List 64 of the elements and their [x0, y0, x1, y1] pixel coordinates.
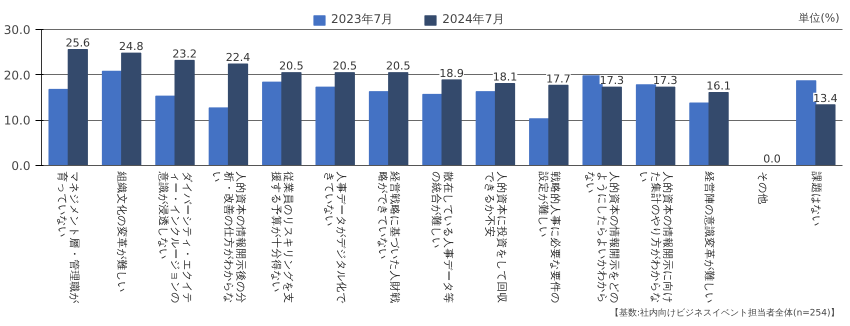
data-label: 18.1: [492, 70, 518, 84]
x-tick-label: 経営戦略に基づいた人財戦略ができていない: [376, 170, 402, 304]
bar: [529, 118, 550, 166]
y-tick-label: 0.0: [11, 159, 31, 173]
x-tick-label: 人的資本の情報開示後の分析・改善の仕方がわからない: [210, 170, 248, 304]
bar: [281, 72, 302, 166]
data-label: 20.5: [332, 60, 358, 73]
bar: [689, 102, 710, 166]
bar: [208, 107, 229, 166]
data-label: 17.3: [652, 74, 678, 88]
bar: [155, 96, 176, 166]
data-label: 20.5: [386, 60, 410, 73]
data-label: 13.4: [813, 92, 838, 105]
x-tick-label: 人事データがデジタル化できていない: [323, 172, 348, 304]
x-tick-label: マネジメント層・管理職が育っていない: [56, 172, 82, 304]
bar: [102, 70, 122, 166]
bar: [476, 91, 496, 166]
bar: [68, 48, 88, 166]
bar: [262, 82, 282, 166]
x-tick-label: その他: [756, 172, 768, 204]
bar: [548, 84, 569, 166]
y-tick-label: 30.0: [4, 23, 30, 37]
bar: [368, 91, 390, 166]
bar: [315, 86, 336, 166]
bar: [334, 72, 355, 166]
data-label: 18.9: [439, 66, 464, 80]
bar: [602, 86, 622, 166]
legend-label: 2024年7月: [442, 11, 504, 28]
x-tick-label: 戦略的人事に必要な要件の設定が難しい: [536, 172, 562, 304]
bar: [442, 79, 462, 166]
bar: [228, 63, 248, 166]
bar: [494, 82, 516, 166]
y-tick-label: 10.0: [4, 114, 30, 128]
y-tick-label: 20.0: [4, 68, 30, 82]
bar: [388, 72, 408, 166]
x-tick-label: 組織文化の変革が難しい: [116, 170, 129, 292]
x-tick-label: 人的資本に投資をして回収できるか不安: [483, 172, 508, 304]
x-tick-label: ダイバーシティ・エクイティー・インクルージョンの意識が浸透しない: [157, 170, 193, 304]
bar: [655, 86, 676, 166]
bar: [121, 52, 142, 166]
text: 【基数:社内向けビジネスイベント担当者全体(n=254)】: [610, 308, 840, 318]
data-label: 24.8: [118, 40, 144, 54]
data-label: 0.0: [763, 152, 781, 166]
x-tick-label: 人的資本の情報開示に向けた集計のやり方がわからない: [638, 172, 675, 304]
legend-label: 2023年7月: [331, 11, 394, 28]
x-tick-label: 従業員のリスキリングを支援する予算が十分得ない: [270, 172, 295, 304]
data-label: 23.2: [172, 47, 197, 60]
x-tick-label: 経営陣の意識変革が難しい: [703, 170, 716, 304]
x-tick-label: 課題はない: [810, 172, 823, 226]
x-tick-label: 散在している人事データ等の統合が難しい: [430, 172, 455, 304]
data-label: 20.5: [279, 60, 304, 73]
bar: [422, 94, 442, 166]
bar: [48, 88, 69, 166]
data-label: 22.4: [226, 50, 250, 64]
data-label: 25.6: [66, 36, 90, 50]
data-label: 16.1: [706, 80, 731, 93]
bar: [174, 60, 195, 166]
data-label: 17.7: [546, 72, 571, 86]
bar: [636, 84, 656, 166]
x-tick-label: 人的資本の情報開示をどのようにしたらよいかわからない: [584, 172, 622, 304]
text: 単位(%): [798, 12, 840, 24]
data-label: 17.3: [600, 74, 624, 88]
bar: [815, 104, 836, 166]
bar: [708, 92, 729, 166]
